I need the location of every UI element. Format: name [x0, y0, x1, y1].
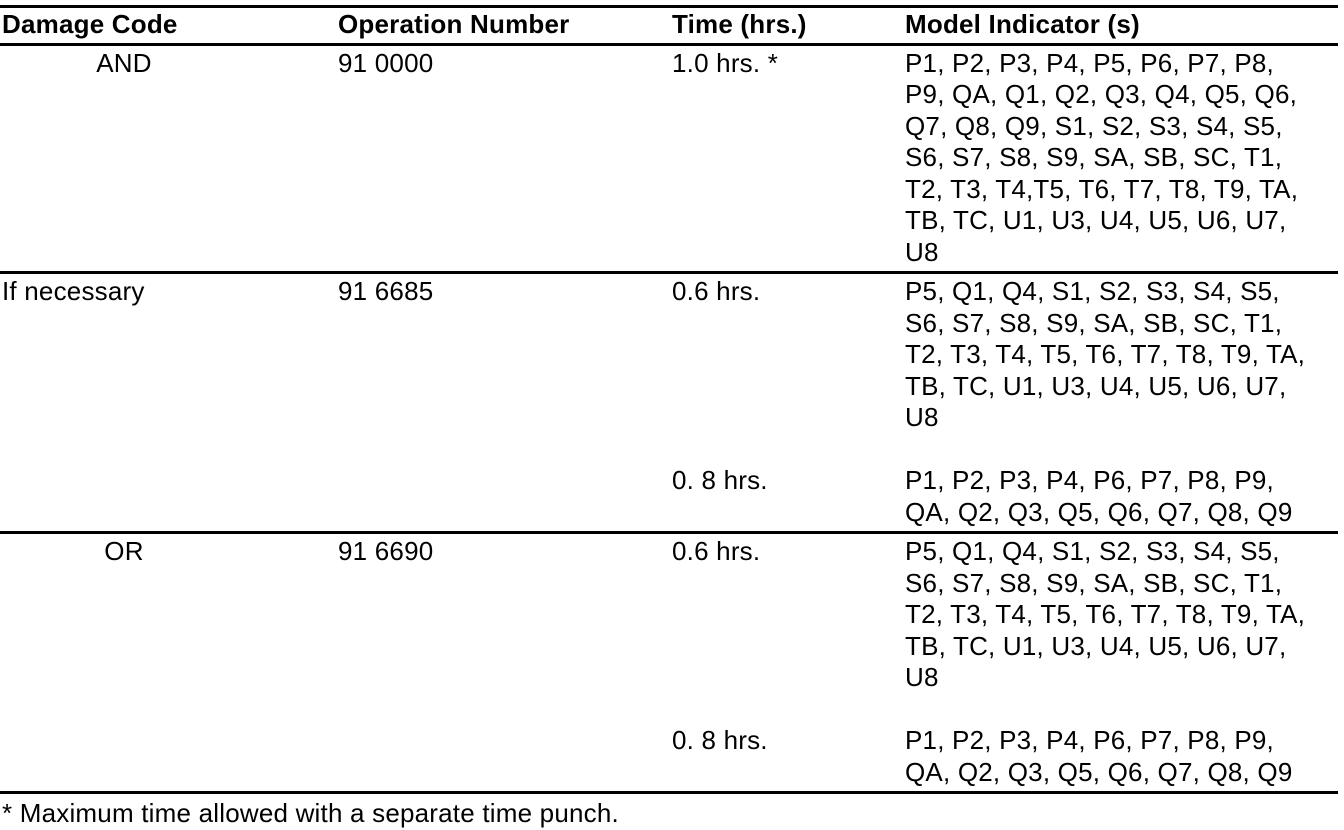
time-entry: 0.6 hrs. P5, Q1, Q4, S1, S2, S3, S4, S5,… [672, 536, 1338, 694]
time-cell: 1.0 hrs. * [672, 47, 779, 78]
damage-code-cell: AND [96, 47, 152, 78]
time-entries: 0.6 hrs. P5, Q1, Q4, S1, S2, S3, S4, S5,… [672, 276, 1338, 528]
operation-number-cell: 91 6690 [338, 536, 434, 566]
time-cell: 0.6 hrs. [672, 536, 761, 566]
time-cell: 0. 8 hrs. [672, 465, 768, 495]
model-indicators-cell: P5, Q1, Q4, S1, S2, S3, S4, S5, S6, S7, … [905, 536, 1306, 692]
model-indicators-cell: P1, P2, P3, P4, P5, P6, P7, P8, P9, QA, … [905, 47, 1299, 267]
header-model-indicator: Model Indicator (s) [905, 9, 1140, 39]
time-entries: 0.6 hrs. P5, Q1, Q4, S1, S2, S3, S4, S5,… [672, 536, 1338, 788]
footnote: * Maximum time allowed with a separate t… [2, 798, 619, 828]
table-row-or: OR 91 6690 0.6 hrs. P5, Q1, Q4, S1, S2, … [0, 534, 1338, 794]
time-entry: 1.0 hrs. * P1, P2, P3, P4, P5, P6, P7, P… [672, 48, 1338, 269]
header-damage-code: Damage Code [2, 9, 178, 39]
model-indicators-cell: P1, P2, P3, P4, P6, P7, P8, P9, QA, Q2, … [905, 725, 1293, 787]
header-time: Time (hrs.) [672, 9, 807, 39]
damage-code-cell: OR [104, 536, 144, 566]
model-indicators-cell: P5, Q1, Q4, S1, S2, S3, S4, S5, S6, S7, … [905, 276, 1306, 432]
operation-number-cell: 91 6685 [338, 276, 434, 306]
damage-code-table: Damage Code Operation Number Time (hrs.)… [0, 5, 1338, 794]
time-entry: 0.6 hrs. P5, Q1, Q4, S1, S2, S3, S4, S5,… [672, 276, 1338, 434]
time-entry: 0. 8 hrs. P1, P2, P3, P4, P6, P7, P8, P9… [672, 465, 1338, 528]
time-entries: 1.0 hrs. * P1, P2, P3, P4, P5, P6, P7, P… [672, 48, 1338, 269]
operation-number-cell: 91 0000 [338, 47, 434, 78]
header-operation-number: Operation Number [338, 9, 570, 39]
time-entry: 0. 8 hrs. P1, P2, P3, P4, P6, P7, P8, P9… [672, 725, 1338, 788]
table-header-row: Damage Code Operation Number Time (hrs.)… [0, 8, 1338, 46]
table-row-and: AND 91 0000 1.0 hrs. * P1, P2, P3, P4, P… [0, 46, 1338, 274]
damage-code-cell: If necessary [2, 276, 145, 306]
time-cell: 0.6 hrs. [672, 276, 761, 306]
time-cell: 0. 8 hrs. [672, 725, 768, 755]
model-indicators-cell: P1, P2, P3, P4, P6, P7, P8, P9, QA, Q2, … [905, 465, 1293, 527]
table-row-if-necessary: If necessary 91 6685 0.6 hrs. P5, Q1, Q4… [0, 274, 1338, 534]
